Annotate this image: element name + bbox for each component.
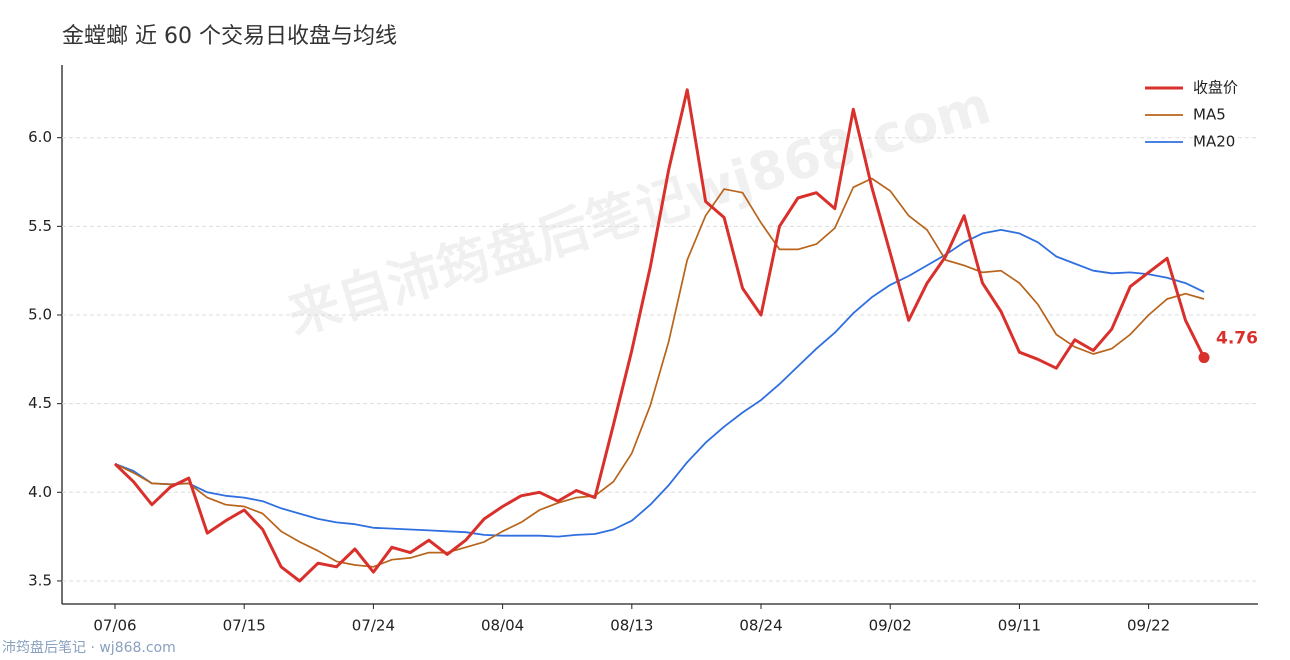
y-tick-label: 4.5 <box>28 394 52 412</box>
series-line <box>113 88 1206 583</box>
x-tick-label: 09/11 <box>998 617 1041 635</box>
series-line <box>114 177 1205 568</box>
y-tick-label: 4.0 <box>28 483 52 501</box>
x-tick-label: 07/06 <box>93 617 136 635</box>
y-tick-label: 5.0 <box>28 305 52 323</box>
x-tick-label: 09/22 <box>1127 617 1170 635</box>
legend-label: MA5 <box>1193 106 1226 124</box>
x-tick-label: 08/04 <box>481 617 524 635</box>
y-tick-label: 3.5 <box>28 571 52 589</box>
y-tick-label: 6.0 <box>28 128 52 146</box>
series-line <box>114 229 1205 538</box>
chart-title: 金螳螂 近 60 个交易日收盘与均线 <box>62 24 397 49</box>
footer: 沛筠盘后笔记 · wj868.com <box>2 639 176 656</box>
legend-label: MA20 <box>1193 133 1235 151</box>
last-point <box>1198 352 1210 364</box>
x-tick-label: 08/13 <box>610 617 653 635</box>
y-tick-label: 5.5 <box>28 217 52 235</box>
legend-label: 收盘价 <box>1193 79 1238 97</box>
x-tick-label: 07/24 <box>352 617 395 635</box>
last-value-label: 4.76 <box>1216 329 1258 349</box>
x-tick-label: 09/02 <box>869 617 912 635</box>
x-tick-label: 07/15 <box>223 617 266 635</box>
watermark: 来自沛筠盘后笔记wj868.com <box>281 76 998 347</box>
x-tick-label: 08/24 <box>739 617 782 635</box>
